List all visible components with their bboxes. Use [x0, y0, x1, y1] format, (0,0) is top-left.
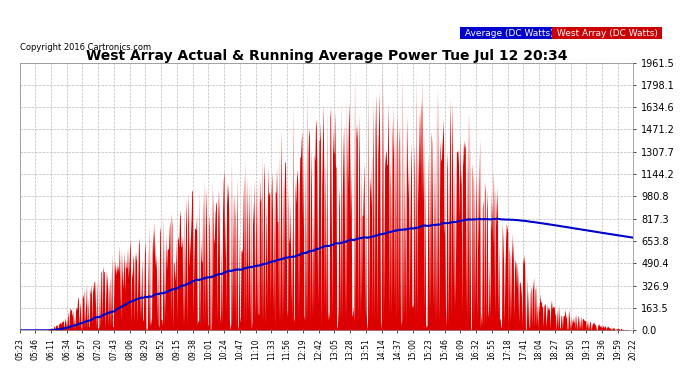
Text: West Array (DC Watts): West Array (DC Watts)	[553, 28, 660, 38]
Text: Copyright 2016 Cartronics.com: Copyright 2016 Cartronics.com	[19, 43, 150, 52]
Title: West Array Actual & Running Average Power Tue Jul 12 20:34: West Array Actual & Running Average Powe…	[86, 48, 567, 63]
Text: Average (DC Watts): Average (DC Watts)	[462, 28, 556, 38]
